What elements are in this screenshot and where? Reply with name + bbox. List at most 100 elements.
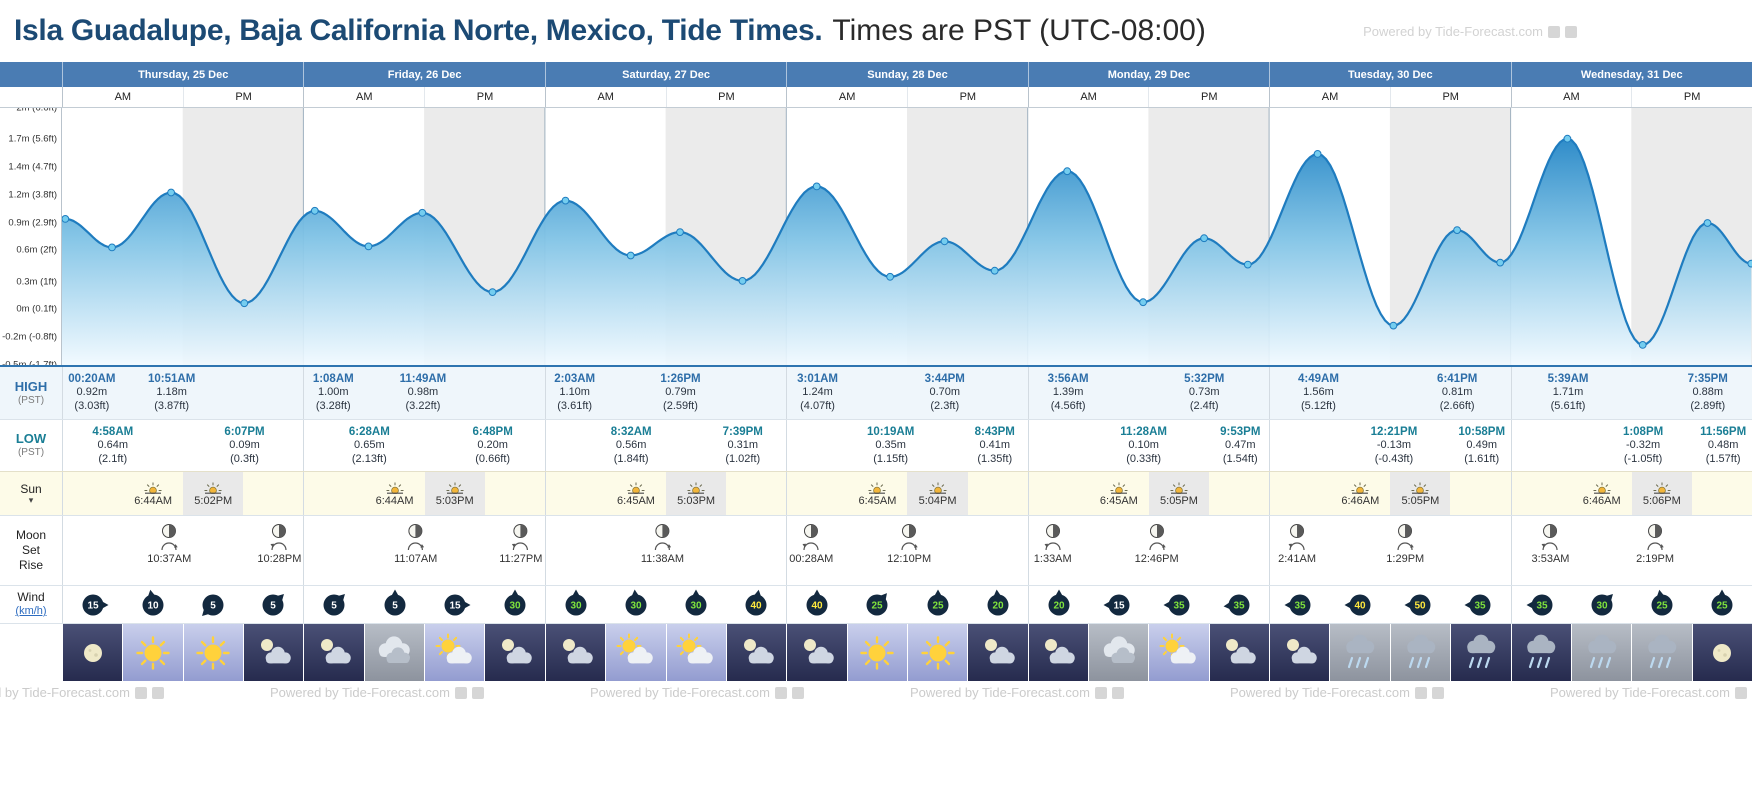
tide-height-m: 1.24m <box>802 386 833 399</box>
watermark-social-icon[interactable] <box>454 686 467 699</box>
moon-rise-entry: 3:53AM <box>1531 523 1570 565</box>
tide-extreme-dot <box>1747 259 1752 268</box>
watermark-social-icon[interactable] <box>151 686 164 699</box>
watermark-link[interactable]: Powered by Tide-Forecast.com <box>910 685 1124 700</box>
sunrise-slot: 6:45AM <box>1089 472 1149 515</box>
tide-height-ft: (3.22ft) <box>405 400 441 413</box>
y-axis-label: 0.9m (2.9ft) <box>8 217 57 229</box>
watermark-link[interactable]: Powered by Tide-Forecast.com <box>1550 685 1752 700</box>
ampm-pm-2: PM <box>665 87 787 107</box>
high-cell-day0: 00:20AM 0.92m (3.03ft) 10:51AM 1.18m (3.87ft) <box>62 367 303 419</box>
tide-high-entry: 1:08AM 1.00m (3.28ft) <box>313 372 354 414</box>
tide-time: 6:28AM <box>348 425 390 438</box>
svg-text:30: 30 <box>1596 600 1608 611</box>
watermark-social-icon[interactable] <box>1094 686 1107 699</box>
moon-set-arc-icon <box>654 542 672 551</box>
watermark-social-icon[interactable] <box>1734 686 1747 699</box>
moon-phase-icon <box>655 524 670 538</box>
moon-rise-arc-icon <box>270 542 287 551</box>
wind-direction-arrow-icon: 30 <box>1591 593 1613 615</box>
tide-height-ft: (1.54ft) <box>1222 452 1258 465</box>
tide-height-ft: (2.66ft) <box>1439 400 1475 413</box>
high-cell-day1: 1:08AM 1.00m (3.28ft) 11:49AM 0.98m (3.22ft) <box>303 367 544 419</box>
sunset-icon <box>687 482 705 494</box>
wind-unit-link[interactable]: (km/h) <box>15 605 47 618</box>
moon-cloud-weather-icon <box>985 638 1015 663</box>
tide-low-entry: 8:43PM 0.41m (1.35ft) <box>975 425 1015 467</box>
sun-quarter-blank <box>1692 472 1752 515</box>
sun-quarter-blank <box>1209 472 1269 515</box>
sunset-slot: 5:03PM <box>424 472 485 515</box>
wind-direction-arrow-icon: 30 <box>685 589 707 615</box>
high-cell-day5: 4:49AM 1.56m (5.12ft) 6:41PM 0.81m (2.66ft) <box>1269 367 1510 419</box>
weather-tile-moon-cloud <box>1209 624 1270 681</box>
weather-tile-moon-cloud <box>485 624 545 681</box>
watermark-link[interactable]: Powered by Tide-Forecast.com <box>0 685 164 700</box>
watermark-top-right[interactable]: Powered by Tide-Forecast.com <box>1363 24 1577 39</box>
tide-time: 4:49AM <box>1298 373 1339 386</box>
svg-text:50: 50 <box>1415 600 1427 611</box>
watermark-social-icon[interactable] <box>791 686 804 699</box>
watermark-social-icon[interactable] <box>774 686 787 699</box>
tide-low-entry: 12:21PM -0.13m (-0.43ft) <box>1371 425 1418 467</box>
sun-cell-day5: 6:46AM 5:05PM <box>1269 472 1510 515</box>
watermark-link[interactable]: Powered by Tide-Forecast.com <box>590 685 804 700</box>
watermark-social-icon[interactable] <box>134 686 147 699</box>
svg-text:25: 25 <box>872 600 884 611</box>
sun-quarter-blank <box>243 472 303 515</box>
sun-row-toggle[interactable]: ▾ <box>28 495 34 506</box>
tide-height-m: -0.13m <box>1376 438 1412 451</box>
watermark-social-icon[interactable] <box>1111 686 1124 699</box>
tide-low-entry: 6:28AM 0.65m (2.13ft) <box>349 425 390 467</box>
sunset-slot: 5:04PM <box>907 472 968 515</box>
moon-rise-time: 2:41AM <box>1278 553 1317 565</box>
weather-tile-rain <box>1571 624 1632 681</box>
sun-row-label: Sun ▾ <box>0 472 62 515</box>
tide-low-entry: 10:58PM 0.49m (1.61ft) <box>1458 425 1505 467</box>
moon-rise-time: 10:28PM <box>257 553 302 565</box>
moon-phase-icon <box>1543 524 1558 538</box>
moon-set-arc-icon <box>1397 542 1414 551</box>
tide-height-ft: (1.02ft) <box>725 452 761 465</box>
tide-time: 10:58PM <box>1458 425 1506 438</box>
tide-extreme-dot <box>364 242 373 251</box>
moon-cell-day6: 3:53AM 2:19PM <box>1510 516 1752 585</box>
moon-cell-day5: 2:41AM 1:29PM <box>1269 516 1510 585</box>
tide-high-entry: 2:03AM 1.10m (3.61ft) <box>554 372 595 414</box>
watermark-social-icon[interactable] <box>1414 686 1427 699</box>
svg-text:20: 20 <box>1053 600 1065 611</box>
tide-time: 2:03AM <box>554 373 596 386</box>
tide-extreme-dot <box>62 215 70 223</box>
low-cell-day2: 8:32AM 0.56m (1.84ft) 7:39PM 0.31m (1.02ft) <box>544 420 786 471</box>
sun-cloud-weather-icon <box>616 633 653 663</box>
moon-set-arc-icon <box>1149 542 1166 551</box>
sun-quarter-blank <box>1270 472 1330 515</box>
low-tide-row: LOW (PST) 4:58AM 0.64m (2.1ft) 6:07PM 0.09m(… <box>0 419 1752 471</box>
watermark-social-icon[interactable] <box>1431 686 1444 699</box>
tide-height-m: 0.88m <box>1692 386 1724 399</box>
tide-extreme-dot <box>167 188 175 197</box>
page-header: Isla Guadalupe, Baja California Norte, M… <box>0 0 1752 62</box>
watermark-link[interactable]: Powered by Tide-Forecast.com <box>270 685 484 700</box>
tide-chart <box>62 108 1752 365</box>
weather-tile-sun-cloud <box>425 624 485 681</box>
weather-tile-rain <box>1330 624 1390 681</box>
wind-direction-arrow-icon: 25 <box>1711 589 1733 615</box>
wind-speed-badge: 5 <box>379 589 411 621</box>
watermark-text: Powered by Tide-Forecast.com <box>1550 685 1730 700</box>
moon-set-arc-icon <box>161 542 178 551</box>
watermark-social-icon[interactable] <box>1565 25 1577 38</box>
y-axis-label: 0.3m (1ft) <box>16 276 57 288</box>
wind-speed-badge: 30 <box>1586 589 1618 621</box>
wind-direction-arrow-icon: 35 <box>1464 594 1491 615</box>
weather-cell-day6 <box>1510 624 1752 681</box>
watermark-social-icon[interactable] <box>471 686 484 699</box>
moon-rise-time: 3:53AM <box>1531 553 1570 565</box>
tide-high-entry: 6:41PM 0.81m (2.66ft) <box>1437 372 1477 414</box>
ampm-am-3: AM <box>786 87 907 107</box>
watermark-link[interactable]: Powered by Tide-Forecast.com <box>1230 685 1444 700</box>
wind-direction-arrow-icon: 5 <box>262 593 285 615</box>
weather-tile-sun-cloud <box>666 624 726 681</box>
wind-speed-badge: 25 <box>922 589 954 621</box>
watermark-social-icon[interactable] <box>1548 25 1560 38</box>
